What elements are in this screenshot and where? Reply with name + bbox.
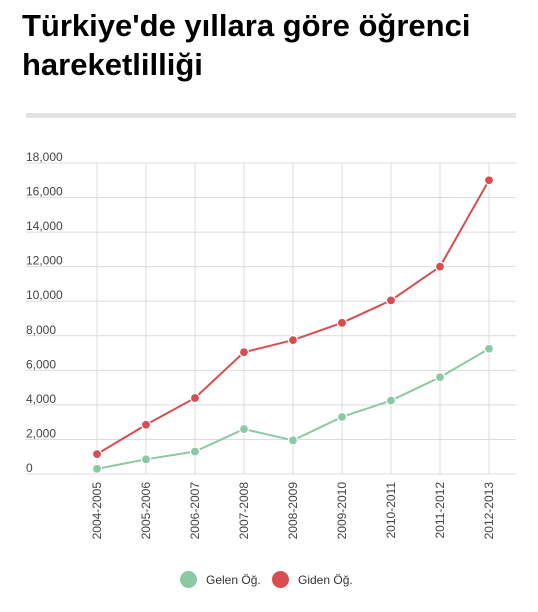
data-point-gelen[interactable] [483, 343, 495, 354]
x-tick-label: 2004-2005 [90, 482, 104, 540]
title-divider [26, 113, 516, 118]
legend-item-giden[interactable]: Giden Öğ. [272, 571, 353, 588]
data-point-gelen[interactable] [238, 423, 250, 435]
data-point-giden[interactable] [91, 449, 103, 460]
x-tick-label: 2008-2009 [286, 482, 300, 540]
legend: Gelen Öğ. Giden Öğ. [0, 571, 538, 593]
x-tick-label: 2009-2010 [335, 482, 349, 540]
y-tick-label: 8,000 [26, 323, 56, 337]
data-point-giden[interactable] [238, 347, 250, 358]
data-point-gelen[interactable] [189, 446, 201, 457]
x-tick-label: 2010-2011 [384, 482, 398, 539]
data-point-giden[interactable] [287, 334, 299, 346]
data-point-giden[interactable] [483, 175, 495, 186]
data-point-gelen[interactable] [287, 435, 299, 446]
legend-label-gelen: Gelen Öğ. [206, 572, 261, 587]
y-tick-label: 18,000 [26, 150, 63, 164]
gridlines [26, 162, 516, 475]
data-point-giden[interactable] [140, 419, 152, 430]
y-axis-tick-labels: 0 2,000 4,000 6,000 8,000 10,000 12,000 14,000 1… [26, 150, 63, 475]
y-tick-label: 4,000 [26, 392, 56, 406]
y-tick-label: 6,000 [26, 357, 56, 371]
y-tick-label: 0 [26, 461, 33, 475]
y-tick-label: 10,000 [26, 288, 63, 302]
y-tick-label: 16,000 [26, 185, 63, 199]
x-tick-label: 2005-2006 [139, 482, 153, 540]
data-point-gelen[interactable] [140, 454, 152, 465]
x-axis-tick-labels: 2004-2005 2005-2006 2006-2007 2007-2008 2008… [90, 482, 496, 540]
data-point-gelen[interactable] [91, 463, 103, 474]
legend-marker-giden [272, 571, 289, 588]
x-tick-label: 2012-2013 [482, 482, 496, 540]
y-tick-label: 14,000 [26, 219, 63, 233]
x-tick-label: 2011-2012 [433, 482, 447, 539]
data-point-giden[interactable] [189, 392, 201, 404]
legend-marker-gelen [180, 571, 197, 588]
x-tick-label: 2006-2007 [188, 482, 202, 540]
data-point-gelen[interactable] [336, 411, 348, 423]
chart-title: Türkiye'de yıllara göre öğrenci hareketl… [22, 8, 471, 82]
x-tick-label: 2007-2008 [237, 482, 251, 540]
y-tick-label: 2,000 [26, 426, 56, 440]
legend-label-giden: Giden Öğ. [298, 572, 353, 587]
series-points [91, 175, 495, 474]
data-point-gelen[interactable] [434, 372, 446, 383]
data-point-giden[interactable] [336, 317, 348, 328]
line-chart: 0 2,000 4,000 6,000 8,000 10,000 12,000 14,000 1… [26, 150, 516, 540]
legend-item-gelen[interactable]: Gelen Öğ. [180, 571, 261, 588]
data-point-giden[interactable] [434, 261, 446, 272]
data-point-gelen[interactable] [385, 395, 397, 406]
data-point-giden[interactable] [385, 295, 397, 306]
y-tick-label: 12,000 [26, 254, 63, 268]
